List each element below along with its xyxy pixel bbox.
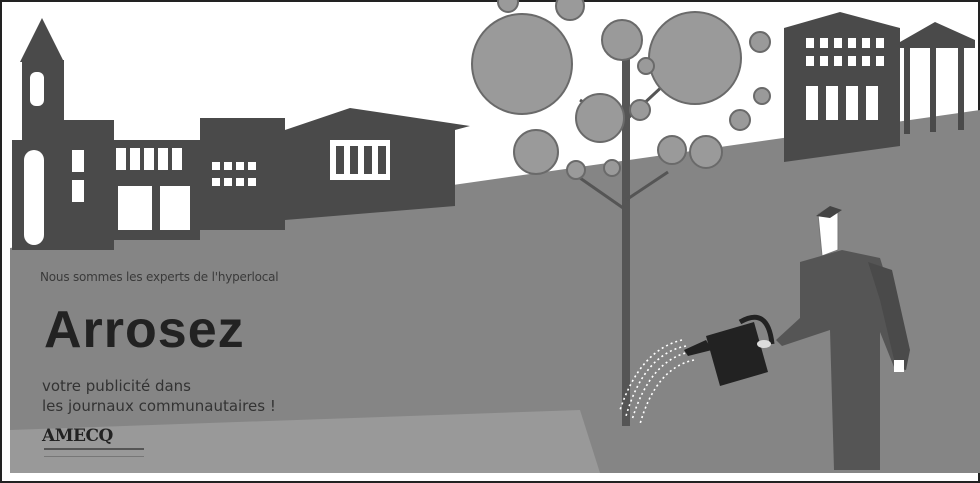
building-2	[200, 118, 285, 230]
tree-icon	[471, 0, 771, 426]
building-right	[784, 12, 900, 162]
person-icon	[776, 206, 910, 470]
logo-underline	[44, 448, 144, 457]
church-icon	[12, 18, 114, 250]
foreground-slab	[10, 410, 600, 473]
body-line-1: votre publicité dans	[42, 377, 191, 395]
water-stream	[619, 339, 695, 425]
watering-can-icon	[684, 314, 775, 386]
body-line-2: les journaux communautaires !	[42, 397, 276, 415]
tagline: Nous sommes les experts de l'hyperlocal	[40, 270, 279, 284]
ground	[10, 110, 980, 473]
ameqc-logo: AMECQ	[42, 426, 113, 446]
headline: Arrosez	[44, 301, 245, 359]
gazebo	[900, 22, 975, 134]
building-1	[108, 140, 200, 240]
building-3	[285, 108, 470, 220]
